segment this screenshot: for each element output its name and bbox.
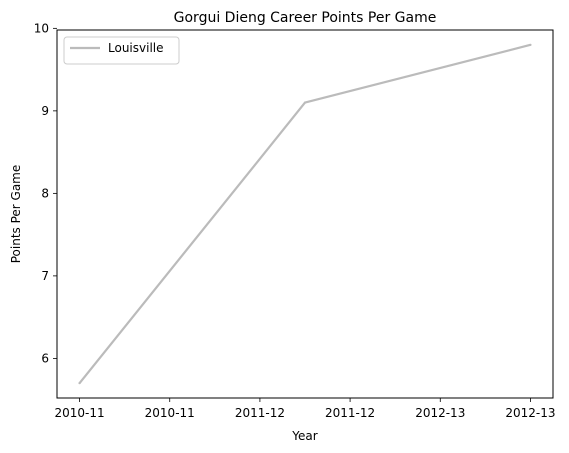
legend-label-louisville: Louisville <box>108 41 164 55</box>
legend: Louisville <box>63 36 180 65</box>
chart-title: Gorgui Dieng Career Points Per Game <box>174 10 437 26</box>
x-tick-label: 2011-12 <box>235 406 285 420</box>
y-tick-label: 8 <box>41 186 49 200</box>
y-tick-label: 10 <box>34 21 49 35</box>
y-axis-ticks: 6 7 8 9 10 <box>34 21 57 365</box>
y-axis-label: Points Per Game <box>9 165 23 264</box>
series-layer <box>78 43 532 385</box>
y-tick-label: 9 <box>41 104 49 118</box>
y-tick-label: 6 <box>41 351 49 365</box>
x-axis-ticks: 2010-11 2010-11 2011-12 2011-12 2012-13 2012-… <box>54 398 556 420</box>
x-axis-label: Year <box>291 429 317 443</box>
x-tick-label: 2012-13 <box>415 406 465 420</box>
plot-area: 2010-11 2010-11 2011-12 2011-12 2012-13 2012-… <box>34 21 556 420</box>
plot-frame <box>56 29 554 399</box>
x-tick-label: 2010-11 <box>54 406 104 420</box>
x-tick-label: 2010-11 <box>145 406 195 420</box>
x-tick-label: 2011-12 <box>325 406 375 420</box>
data-point <box>78 382 81 385</box>
legend-box <box>63 36 180 65</box>
series-line-louisville <box>78 43 531 384</box>
data-point <box>303 101 307 104</box>
data-point <box>529 43 532 46</box>
x-tick-label: 2012-13 <box>505 406 555 420</box>
y-tick-label: 7 <box>41 269 49 283</box>
